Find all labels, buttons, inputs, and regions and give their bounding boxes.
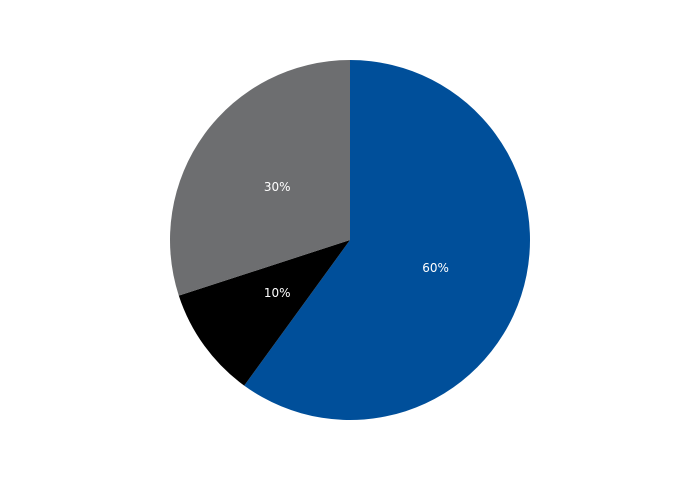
slice-label: 10% bbox=[264, 286, 291, 300]
slice-label: 30% bbox=[264, 180, 291, 194]
pie-slice bbox=[169, 60, 350, 296]
slice-label: 60% bbox=[422, 261, 449, 275]
pie-slice bbox=[178, 240, 350, 386]
pie-slice bbox=[244, 60, 530, 420]
